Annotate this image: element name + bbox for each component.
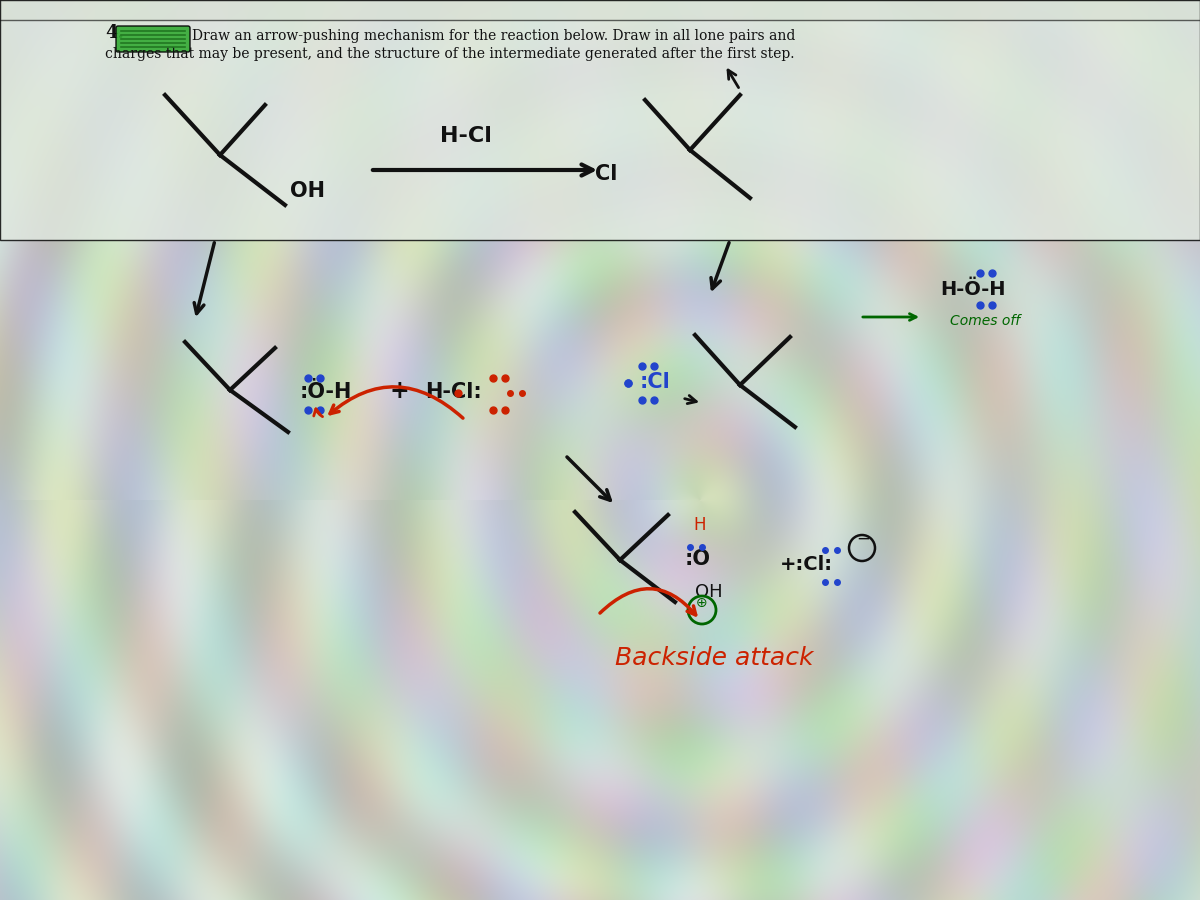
- Text: +: +: [390, 379, 409, 403]
- Text: −: −: [856, 530, 870, 548]
- FancyBboxPatch shape: [116, 26, 190, 52]
- Text: H-Cl: H-Cl: [440, 126, 492, 146]
- Text: ⊕: ⊕: [696, 596, 708, 610]
- FancyBboxPatch shape: [0, 0, 1200, 240]
- Text: H-Cl:: H-Cl:: [425, 382, 481, 402]
- Text: H: H: [694, 516, 706, 534]
- FancyArrowPatch shape: [330, 387, 463, 418]
- Text: OH: OH: [290, 181, 325, 201]
- Text: Backside attack: Backside attack: [616, 646, 814, 670]
- Text: Cl: Cl: [595, 164, 617, 184]
- Text: Draw an arrow-pushing mechanism for the reaction below. Draw in all lone pairs a: Draw an arrow-pushing mechanism for the …: [192, 29, 796, 43]
- FancyArrowPatch shape: [600, 589, 696, 615]
- FancyArrowPatch shape: [313, 409, 323, 417]
- Text: charges that may be present, and the structure of the intermediate generated aft: charges that may be present, and the str…: [106, 47, 794, 61]
- FancyBboxPatch shape: [0, 0, 1200, 20]
- Text: Comes off: Comes off: [950, 314, 1020, 328]
- Text: 4.: 4.: [106, 24, 124, 42]
- Text: :Cl: :Cl: [640, 372, 671, 392]
- Text: +:Cl:: +:Cl:: [780, 555, 833, 574]
- Text: OH: OH: [695, 583, 722, 601]
- Text: :Ó: :Ó: [685, 549, 710, 569]
- Text: H-Ö-H: H-Ö-H: [940, 280, 1006, 299]
- Text: :Ö-H: :Ö-H: [300, 382, 353, 402]
